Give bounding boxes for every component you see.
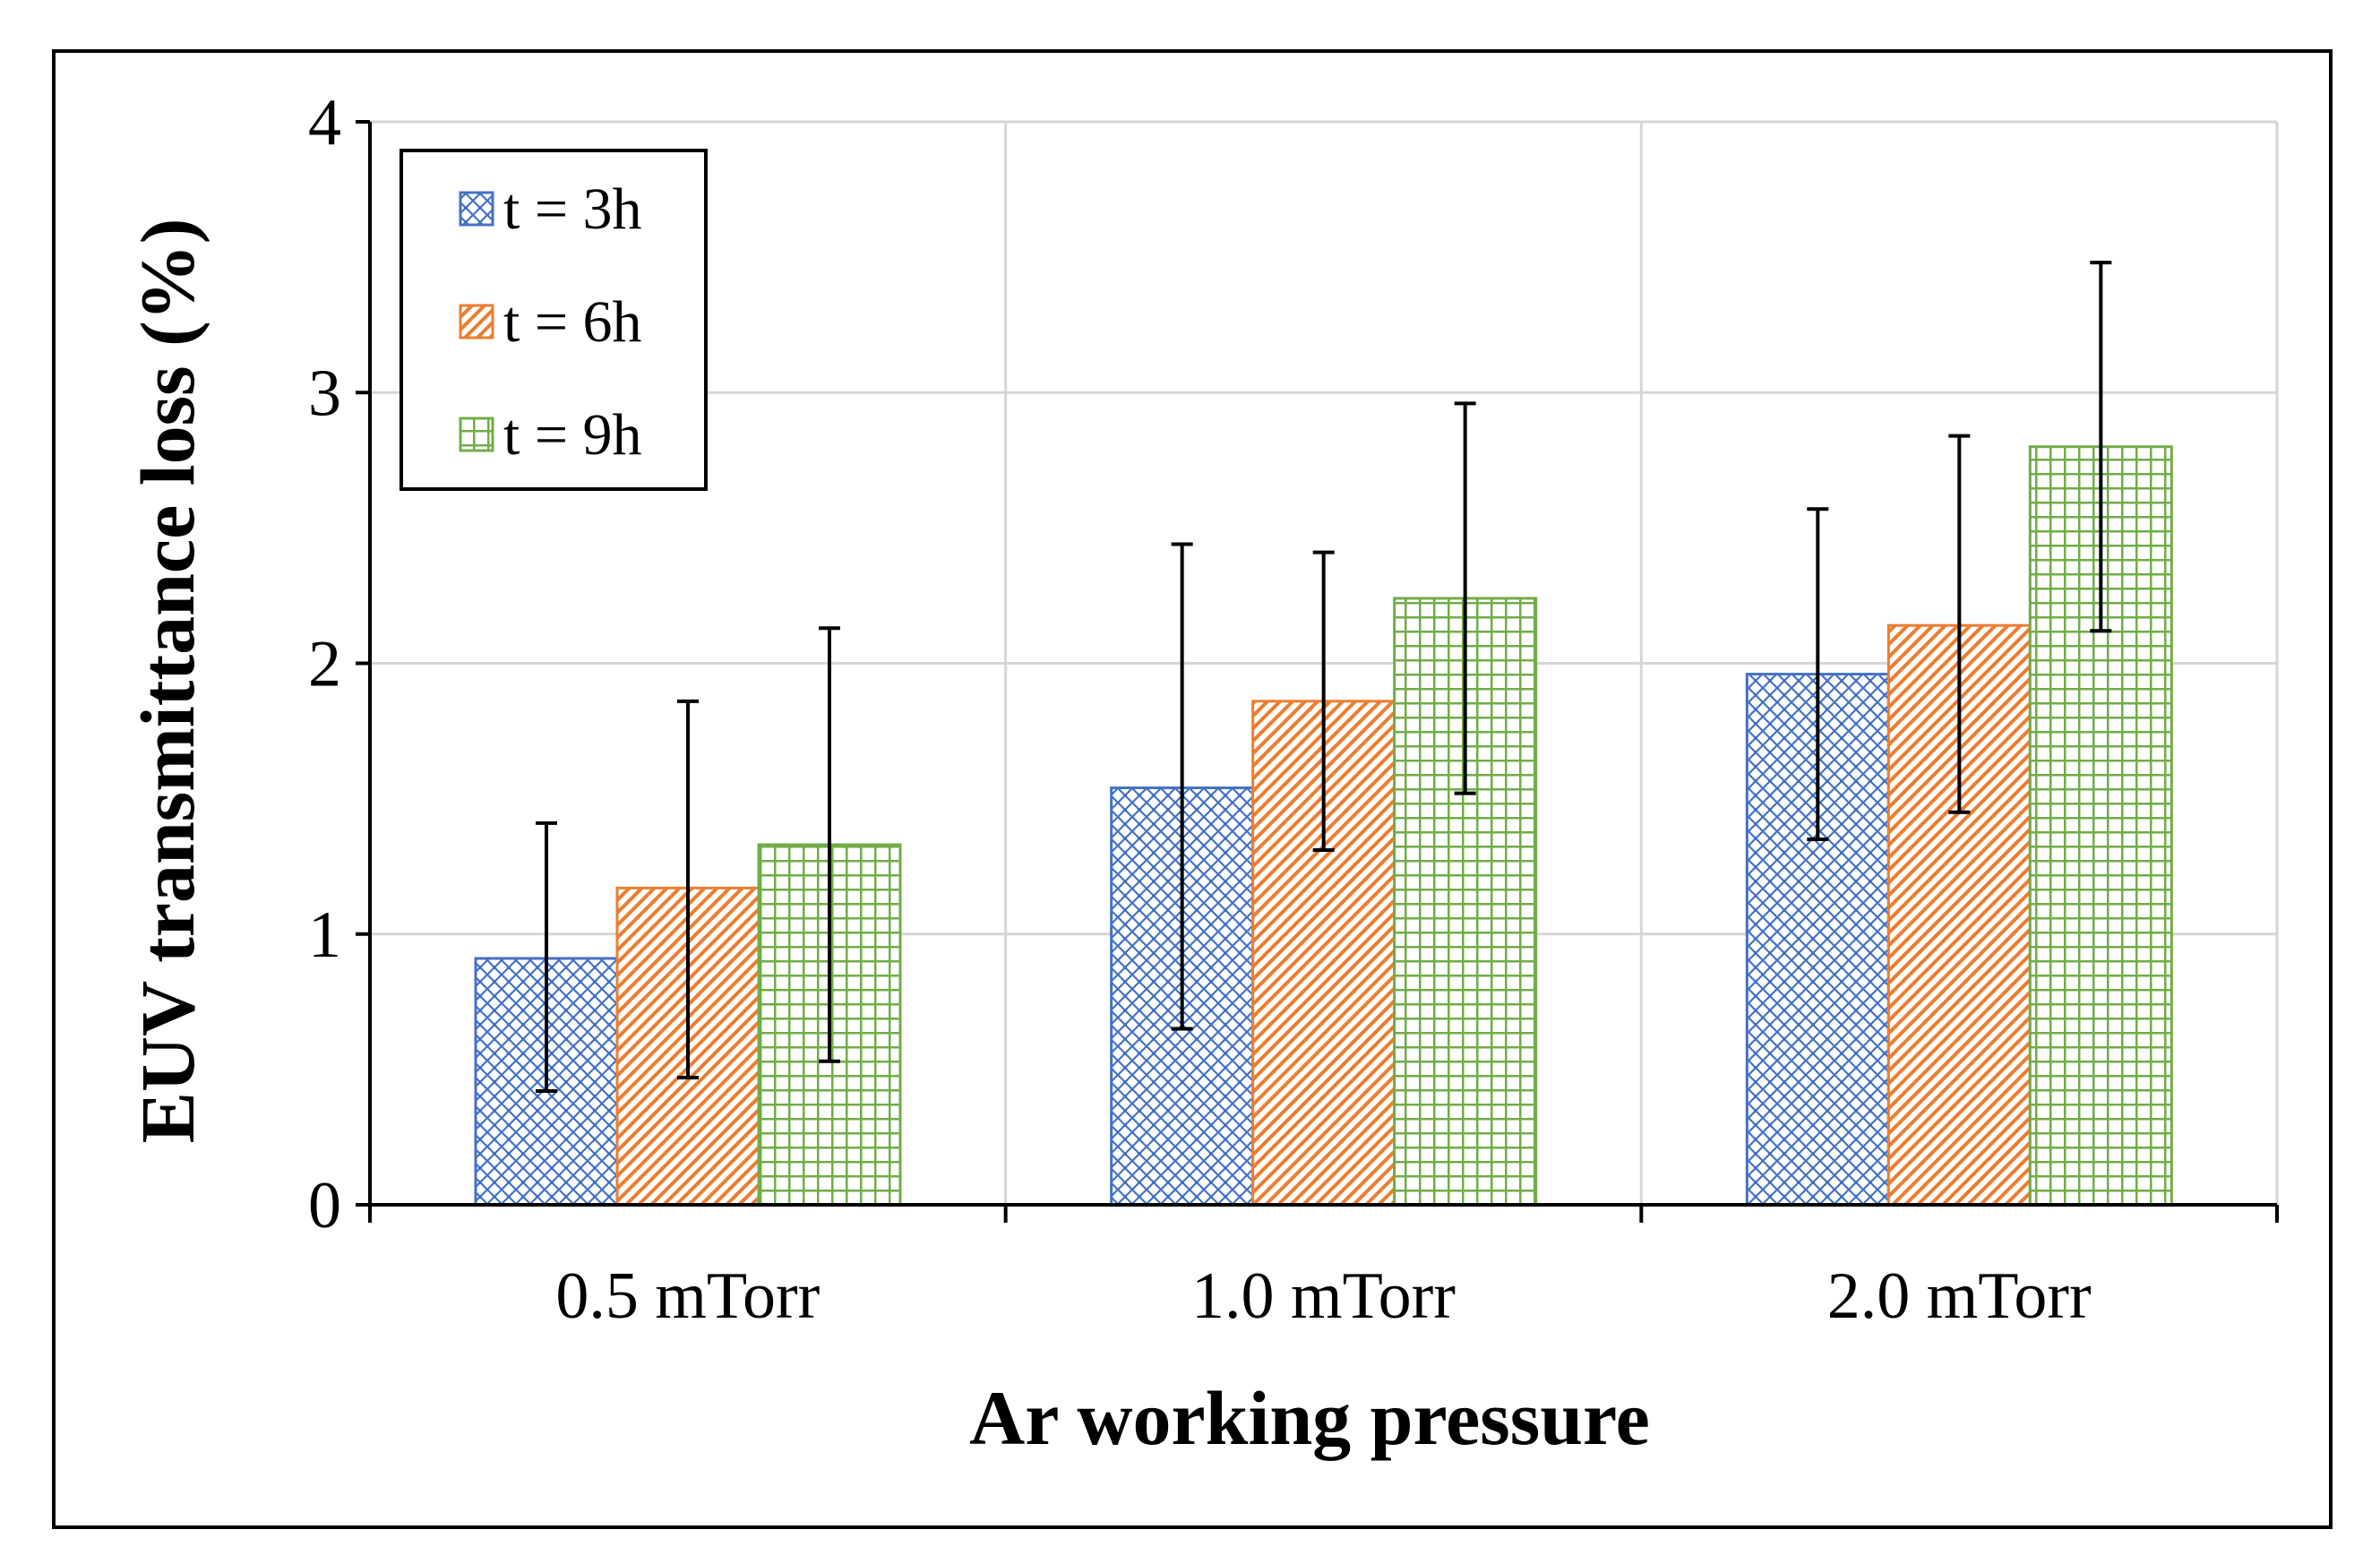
error-bars [536, 261, 2112, 1094]
y-tick-label: 0 [308, 1169, 341, 1242]
y-tick-label: 4 [308, 86, 341, 159]
legend-label: t = 9h [503, 402, 642, 468]
legend-swatch [459, 191, 494, 227]
x-tick-label: 1.0 mTorr [1191, 1259, 1456, 1333]
legend-box [400, 149, 708, 491]
y-tick-label: 2 [308, 628, 341, 701]
y-tick-label: 3 [308, 357, 341, 430]
axes [356, 120, 2279, 1223]
y-axis-title: EUV transmittance loss (%) [125, 219, 211, 1144]
outer-frame [52, 49, 2333, 1529]
legend-swatch [459, 417, 494, 452]
legend: t = 3h t = 6h t = 9h [400, 149, 708, 491]
x-tick-label: 2.0 mTorr [1827, 1259, 2092, 1333]
x-tick-label: 0.5 mTorr [555, 1259, 820, 1333]
y-tick-label: 1 [308, 898, 341, 972]
legend-label: t = 3h [503, 176, 642, 242]
tick-labels: 0 1 2 3 4 0.5 mTorr 1.0 mTorr 2.0 mTorr [308, 86, 2092, 1333]
x-axis-title: Ar working pressure [969, 1375, 1650, 1461]
legend-label: t = 6h [503, 289, 642, 355]
legend-swatch [459, 304, 494, 339]
